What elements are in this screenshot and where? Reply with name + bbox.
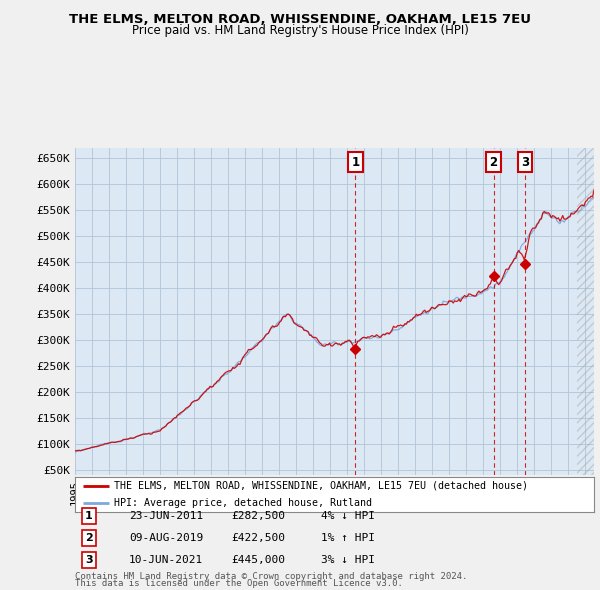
Text: 09-AUG-2019: 09-AUG-2019 — [129, 533, 203, 543]
Text: 2: 2 — [85, 533, 92, 543]
Text: 23-JUN-2011: 23-JUN-2011 — [129, 512, 203, 521]
Bar — [577, 148, 594, 475]
Text: £422,500: £422,500 — [231, 533, 285, 543]
Text: HPI: Average price, detached house, Rutland: HPI: Average price, detached house, Rutl… — [114, 498, 372, 508]
Text: 1: 1 — [85, 512, 92, 521]
Text: 3: 3 — [521, 156, 529, 169]
Text: 3: 3 — [85, 555, 92, 565]
Text: This data is licensed under the Open Government Licence v3.0.: This data is licensed under the Open Gov… — [75, 579, 403, 588]
Text: 10-JUN-2021: 10-JUN-2021 — [129, 555, 203, 565]
Text: 1% ↑ HPI: 1% ↑ HPI — [321, 533, 375, 543]
Bar — [577, 148, 594, 475]
Text: 2: 2 — [490, 156, 497, 169]
Text: 4% ↓ HPI: 4% ↓ HPI — [321, 512, 375, 521]
Text: THE ELMS, MELTON ROAD, WHISSENDINE, OAKHAM, LE15 7EU (detached house): THE ELMS, MELTON ROAD, WHISSENDINE, OAKH… — [114, 481, 528, 491]
Text: £445,000: £445,000 — [231, 555, 285, 565]
Text: Contains HM Land Registry data © Crown copyright and database right 2024.: Contains HM Land Registry data © Crown c… — [75, 572, 467, 581]
Text: 1: 1 — [351, 156, 359, 169]
Text: THE ELMS, MELTON ROAD, WHISSENDINE, OAKHAM, LE15 7EU: THE ELMS, MELTON ROAD, WHISSENDINE, OAKH… — [69, 13, 531, 26]
Text: Price paid vs. HM Land Registry's House Price Index (HPI): Price paid vs. HM Land Registry's House … — [131, 24, 469, 37]
Text: 3% ↓ HPI: 3% ↓ HPI — [321, 555, 375, 565]
Text: £282,500: £282,500 — [231, 512, 285, 521]
